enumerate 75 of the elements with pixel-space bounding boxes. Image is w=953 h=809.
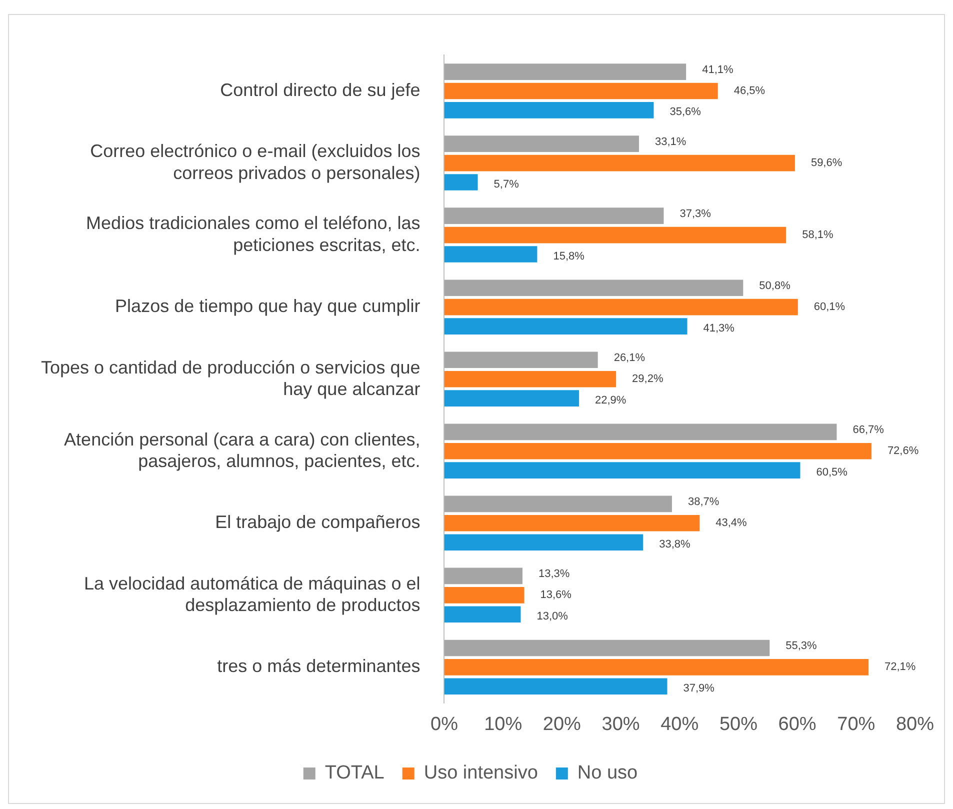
data-label: 60,5%	[816, 466, 848, 478]
bar	[444, 136, 640, 152]
data-label: 55,3%	[786, 640, 818, 652]
bar	[444, 424, 837, 440]
bar	[444, 208, 664, 224]
data-label: 29,2%	[632, 373, 664, 386]
y-tick-label: Topes o cantidad de producción o servicios que hay que alcanzar	[40, 357, 420, 399]
x-tick-label: 30%	[602, 714, 640, 735]
data-label: 26,1%	[614, 352, 646, 364]
data-label: 38,7%	[688, 496, 720, 508]
data-label: 72,6%	[887, 445, 919, 458]
data-label: 60,1%	[814, 301, 846, 314]
bar	[444, 462, 800, 478]
x-tick-label: 40%	[660, 714, 699, 735]
bar	[444, 390, 579, 406]
y-tick-label: Correo electrónico o e-mail (excluidos los correos privados o personales)	[90, 141, 420, 183]
data-label: 15,8%	[553, 250, 585, 262]
x-tick-label: 0%	[430, 714, 458, 735]
bar	[444, 352, 598, 368]
bar	[444, 442, 872, 460]
data-label: 33,1%	[655, 136, 686, 148]
bar	[444, 568, 522, 584]
data-label: 72,1%	[884, 661, 916, 674]
data-label: 37,9%	[683, 682, 715, 694]
x-tick-label: 50%	[719, 714, 758, 735]
y-tick-label: tres o más determinantes	[217, 656, 420, 676]
bar	[444, 640, 770, 656]
bar	[444, 659, 868, 676]
data-label: 33,8%	[659, 538, 691, 550]
legend-label: Uso intensivo	[424, 762, 538, 784]
bar	[444, 64, 686, 80]
data-label: 13,3%	[538, 568, 570, 580]
y-tick-label: El trabajo de compañeros	[215, 512, 420, 532]
bar	[444, 534, 644, 551]
data-label: 46,5%	[734, 85, 766, 98]
bar	[444, 318, 688, 334]
bar	[444, 496, 672, 512]
data-label: 50,8%	[759, 280, 791, 292]
data-label: 13,0%	[536, 610, 568, 622]
data-label: 37,3%	[680, 208, 712, 220]
bar	[444, 606, 521, 623]
y-tick-label: Atención personal (cara a cara) con clientes, pasajeros, alumnos, pacientes, etc.	[64, 429, 420, 471]
x-tick-label: 20%	[542, 714, 582, 735]
bar	[444, 298, 798, 316]
data-label: 41,3%	[703, 322, 735, 334]
bar	[444, 246, 538, 262]
data-label: 35,6%	[670, 106, 702, 118]
data-label: 22,9%	[594, 394, 626, 406]
y-tick-label: Medios tradicionales como el teléfono, las peticiones escritas, etc.	[86, 213, 420, 255]
x-tick-label: 80%	[896, 714, 934, 735]
legend-label: TOTAL	[324, 762, 384, 784]
x-tick-label: 60%	[778, 714, 816, 735]
bar	[444, 154, 795, 172]
bar	[444, 174, 478, 190]
bar	[444, 514, 700, 532]
data-label: 13,6%	[540, 589, 572, 602]
data-label: 59,6%	[810, 157, 842, 170]
legend-label: No uso	[577, 762, 638, 784]
x-tick-label: 70%	[837, 714, 876, 735]
bar	[444, 370, 616, 388]
data-label: 5,7%	[494, 178, 520, 190]
bar	[444, 82, 718, 100]
bar	[444, 678, 668, 695]
data-label: 66,7%	[852, 424, 884, 436]
bar	[444, 280, 744, 296]
data-label: 58,1%	[802, 229, 834, 242]
y-tick-label: Plazos de tiempo que hay que cumplir	[115, 296, 420, 316]
bar	[444, 102, 654, 118]
y-tick-label: La velocidad automática de máquinas o el desplazamiento de productos	[84, 573, 420, 615]
x-tick-label: 10%	[484, 714, 522, 735]
bar	[444, 587, 524, 604]
data-label: 43,4%	[716, 517, 748, 530]
data-label: 41,1%	[702, 64, 734, 76]
bar	[444, 226, 786, 244]
y-tick-label: Control directo de su jefe	[220, 80, 420, 100]
